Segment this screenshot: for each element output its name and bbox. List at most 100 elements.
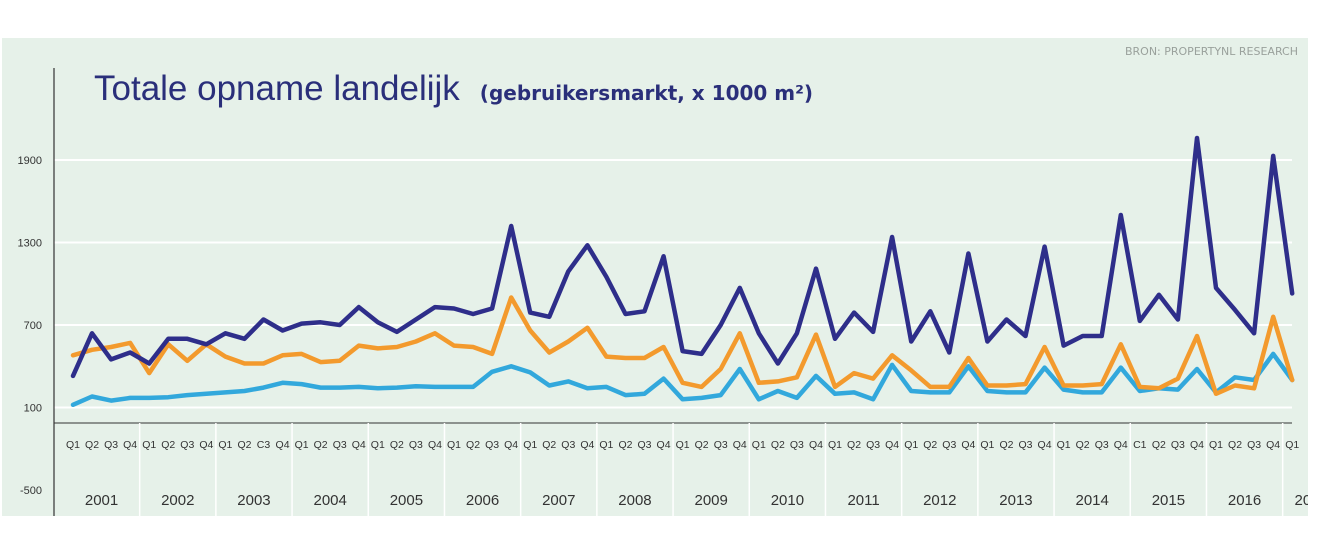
quarter-tick-label: Q3 (1018, 439, 1032, 451)
quarter-tick-label: Q4 (276, 439, 290, 451)
quarter-tick-label: Q4 (961, 439, 975, 451)
quarter-tick-label: Q2 (161, 439, 175, 451)
quarter-tick-label: Q4 (352, 439, 366, 451)
quarter-tick-label: Q3 (409, 439, 423, 451)
series-line-1 (70, 135, 1295, 379)
year-label: 2013 (999, 492, 1032, 509)
quarter-tick-label: Q2 (466, 439, 480, 451)
series-line-3 (70, 351, 1295, 408)
quarter-tick-label: Q4 (1190, 439, 1204, 451)
quarter-tick-label: Q4 (1038, 439, 1052, 451)
year-label: 2007 (542, 492, 575, 509)
quarter-tick-label: Q2 (618, 439, 632, 451)
source-note: BRON: PROPERTYNL RESEARCH (1125, 45, 1298, 58)
y-tick-label: 1900 (18, 155, 42, 167)
year-label: 2012 (923, 492, 956, 509)
quarter-tick-labels: Q1 Q2 Q3 Q4 Q1 Q2 Q3 Q4 Q1 Q2 C3 Q4 Q1 Q2 Q3 Q4 Q1 Q2 Q3 Q4… (66, 439, 1299, 451)
year-labels: 2001 2002 2003 2004 2005 2006 2007 2008 2009 2010… (85, 423, 1308, 516)
chart-subtitle: (gebruikersmarkt, x 1000 m²) (480, 81, 813, 105)
quarter-tick-label: Q2 (923, 439, 937, 451)
year-label: 2001 (85, 492, 118, 509)
quarter-tick-label: Q4 (123, 439, 137, 451)
quarter-tick-label: Q1 (295, 439, 309, 451)
quarter-tick-label: Q2 (85, 439, 99, 451)
quarter-tick-label: Q3 (561, 439, 575, 451)
quarter-tick-label: Q2 (1228, 439, 1242, 451)
quarter-tick-label: Q3 (1247, 439, 1261, 451)
quarter-tick-label: Q3 (866, 439, 880, 451)
quarter-tick-label: Q1 (447, 439, 461, 451)
quarter-tick-label: Q3 (1171, 439, 1185, 451)
quarter-tick-label: Q1 (752, 439, 766, 451)
quarter-tick-label: Q1 (218, 439, 232, 451)
quarter-tick-label: Q1 (66, 439, 80, 451)
quarter-tick-label: Q4 (809, 439, 823, 451)
quarter-tick-label: Q4 (885, 439, 899, 451)
quarter-tick-label: Q4 (1114, 439, 1128, 451)
year-label: 2008 (618, 492, 651, 509)
quarter-tick-label: Q1 (980, 439, 994, 451)
quarter-tick-label: Q3 (485, 439, 499, 451)
quarter-tick-label: Q4 (1266, 439, 1280, 451)
y-tick-label: 1300 (18, 238, 42, 250)
quarter-tick-label: Q2 (1152, 439, 1166, 451)
y-tick-label: -500 (20, 485, 42, 497)
year-label: 2017 (1295, 492, 1308, 509)
quarter-tick-label: Q3 (942, 439, 956, 451)
quarter-tick-label: Q3 (1095, 439, 1109, 451)
year-label: 2014 (1075, 492, 1108, 509)
year-label: 2010 (771, 492, 804, 509)
year-label: 2015 (1152, 492, 1185, 509)
series-line-2 (70, 295, 1295, 397)
year-label: 2016 (1228, 492, 1261, 509)
y-tick-labels: -500 100 700 1300 1900 (18, 155, 42, 497)
quarter-tick-label: Q1 (904, 439, 918, 451)
quarter-tick-label: Q3 (180, 439, 194, 451)
y-tick-label: 700 (24, 320, 42, 332)
quarter-tick-label: Q4 (428, 439, 442, 451)
year-label: 2009 (694, 492, 727, 509)
quarter-tick-label: Q1 (1285, 439, 1299, 451)
year-label: 2005 (390, 492, 423, 509)
quarter-tick-label: Q4 (199, 439, 213, 451)
quarter-tick-label: Q2 (847, 439, 861, 451)
quarter-tick-label: Q1 (142, 439, 156, 451)
quarter-tick-label: Q2 (542, 439, 556, 451)
quarter-tick-label: Q4 (580, 439, 594, 451)
quarter-tick-label: Q2 (771, 439, 785, 451)
line-chart: -500 100 700 1300 1900 Q1 Q2 Q3 Q4 Q1 Q2 Q3 Q4 Q1 Q2 C… (18, 45, 1308, 516)
chart-panel: -500 100 700 1300 1900 Q1 Q2 Q3 Q4 Q1 Q2 Q3 Q4 Q1 Q2 C… (2, 38, 1308, 516)
quarter-tick-label: Q2 (314, 439, 328, 451)
quarter-tick-label: Q2 (237, 439, 251, 451)
year-label: 2006 (466, 492, 499, 509)
quarter-tick-label: Q3 (333, 439, 347, 451)
quarter-tick-label: Q4 (657, 439, 671, 451)
quarter-tick-label: Q4 (504, 439, 518, 451)
quarter-tick-label: Q3 (714, 439, 728, 451)
year-label: 2002 (161, 492, 194, 509)
quarter-tick-label: Q1 (1057, 439, 1071, 451)
series-lines (70, 135, 1295, 408)
quarter-tick-label: C1 (1133, 439, 1147, 451)
quarter-tick-label: Q3 (790, 439, 804, 451)
quarter-tick-label: Q1 (523, 439, 537, 451)
quarter-tick-label: Q2 (390, 439, 404, 451)
year-label: 2011 (847, 492, 879, 509)
chart-title-main: Totale opname landelijk (94, 69, 460, 108)
quarter-tick-label: Q3 (637, 439, 651, 451)
y-tick-label: 100 (24, 403, 42, 415)
quarter-tick-label: Q3 (104, 439, 118, 451)
quarter-tick-label: Q4 (733, 439, 747, 451)
quarter-tick-label: Q2 (999, 439, 1013, 451)
quarter-tick-label: Q1 (828, 439, 842, 451)
quarter-tick-label: Q1 (1209, 439, 1223, 451)
year-label: 2003 (237, 492, 270, 509)
quarter-tick-label: Q2 (1076, 439, 1090, 451)
chart-title: Totale opname landelijk (gebruikersmarkt,… (94, 69, 813, 108)
quarter-tick-label: Q1 (599, 439, 613, 451)
quarter-tick-label: C3 (257, 439, 271, 451)
quarter-tick-label: Q1 (371, 439, 385, 451)
quarter-tick-label: Q2 (695, 439, 709, 451)
year-label: 2004 (313, 492, 346, 509)
quarter-tick-label: Q1 (676, 439, 690, 451)
